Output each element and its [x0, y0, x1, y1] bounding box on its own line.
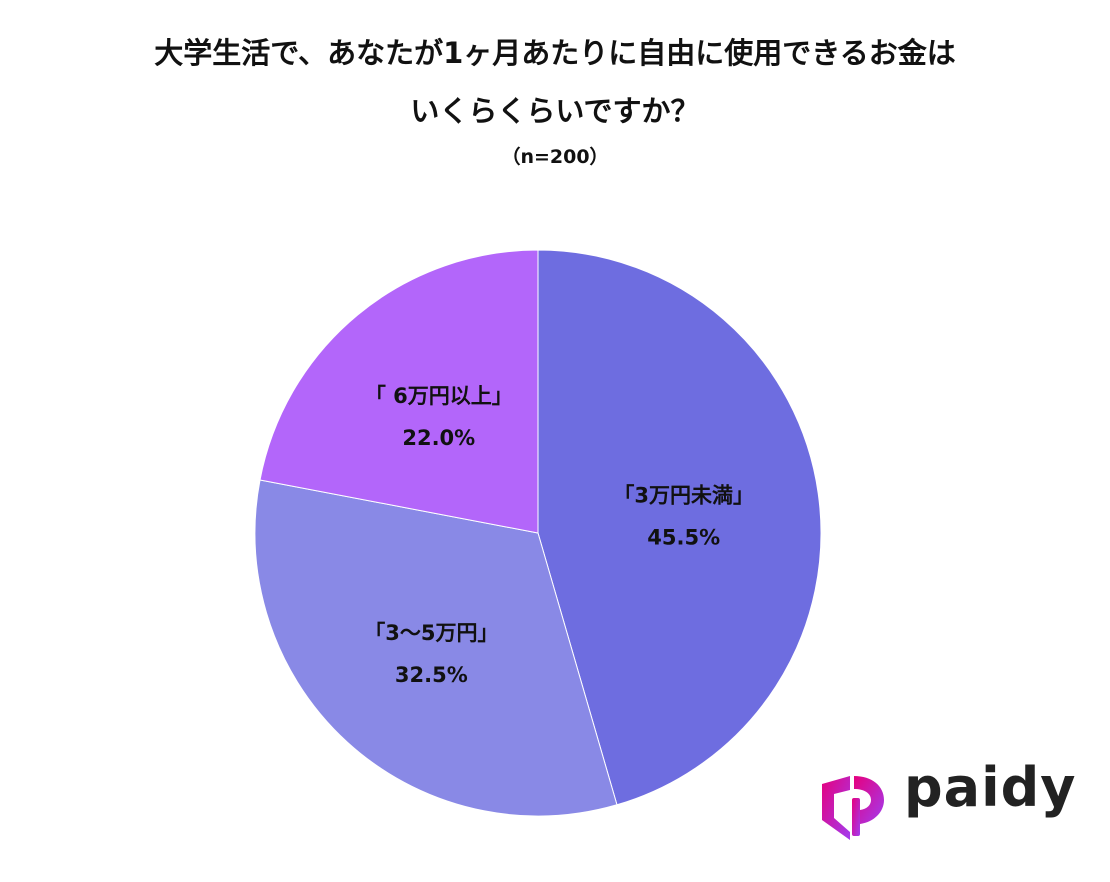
paidy-logo: paidy — [812, 756, 1082, 840]
pie-slice-1 — [254, 479, 618, 817]
slice-value-0: 45.5% — [647, 525, 720, 549]
slice-value-1: 32.5% — [395, 663, 468, 687]
pie-slice-0 — [537, 249, 822, 806]
paidy-logo-icon — [822, 776, 884, 840]
chart-title-line-2: いくらくらいですか？ — [410, 94, 700, 128]
slice-label-2: 「 6万円以上」 — [365, 384, 513, 408]
paidy-logo-text: paidy — [904, 756, 1077, 819]
pie-slice-2 — [259, 249, 539, 534]
slice-value-2: 22.0% — [402, 426, 475, 450]
slice-label-1: 「3〜5万円」 — [364, 621, 498, 645]
slice-label-0: 「3万円未満」 — [613, 483, 754, 507]
pie-labels: 「3万円未満」 45.5% 「3〜5万円」 32.5% 「 6万円以上」 22.0% — [364, 384, 754, 687]
pie-slices — [254, 249, 822, 817]
chart-title-line-1: 大学生活で、あなたが1ヶ月あたりに自由に使用できるお金は — [154, 36, 956, 70]
chart-subtitle: （n=200） — [501, 146, 609, 168]
